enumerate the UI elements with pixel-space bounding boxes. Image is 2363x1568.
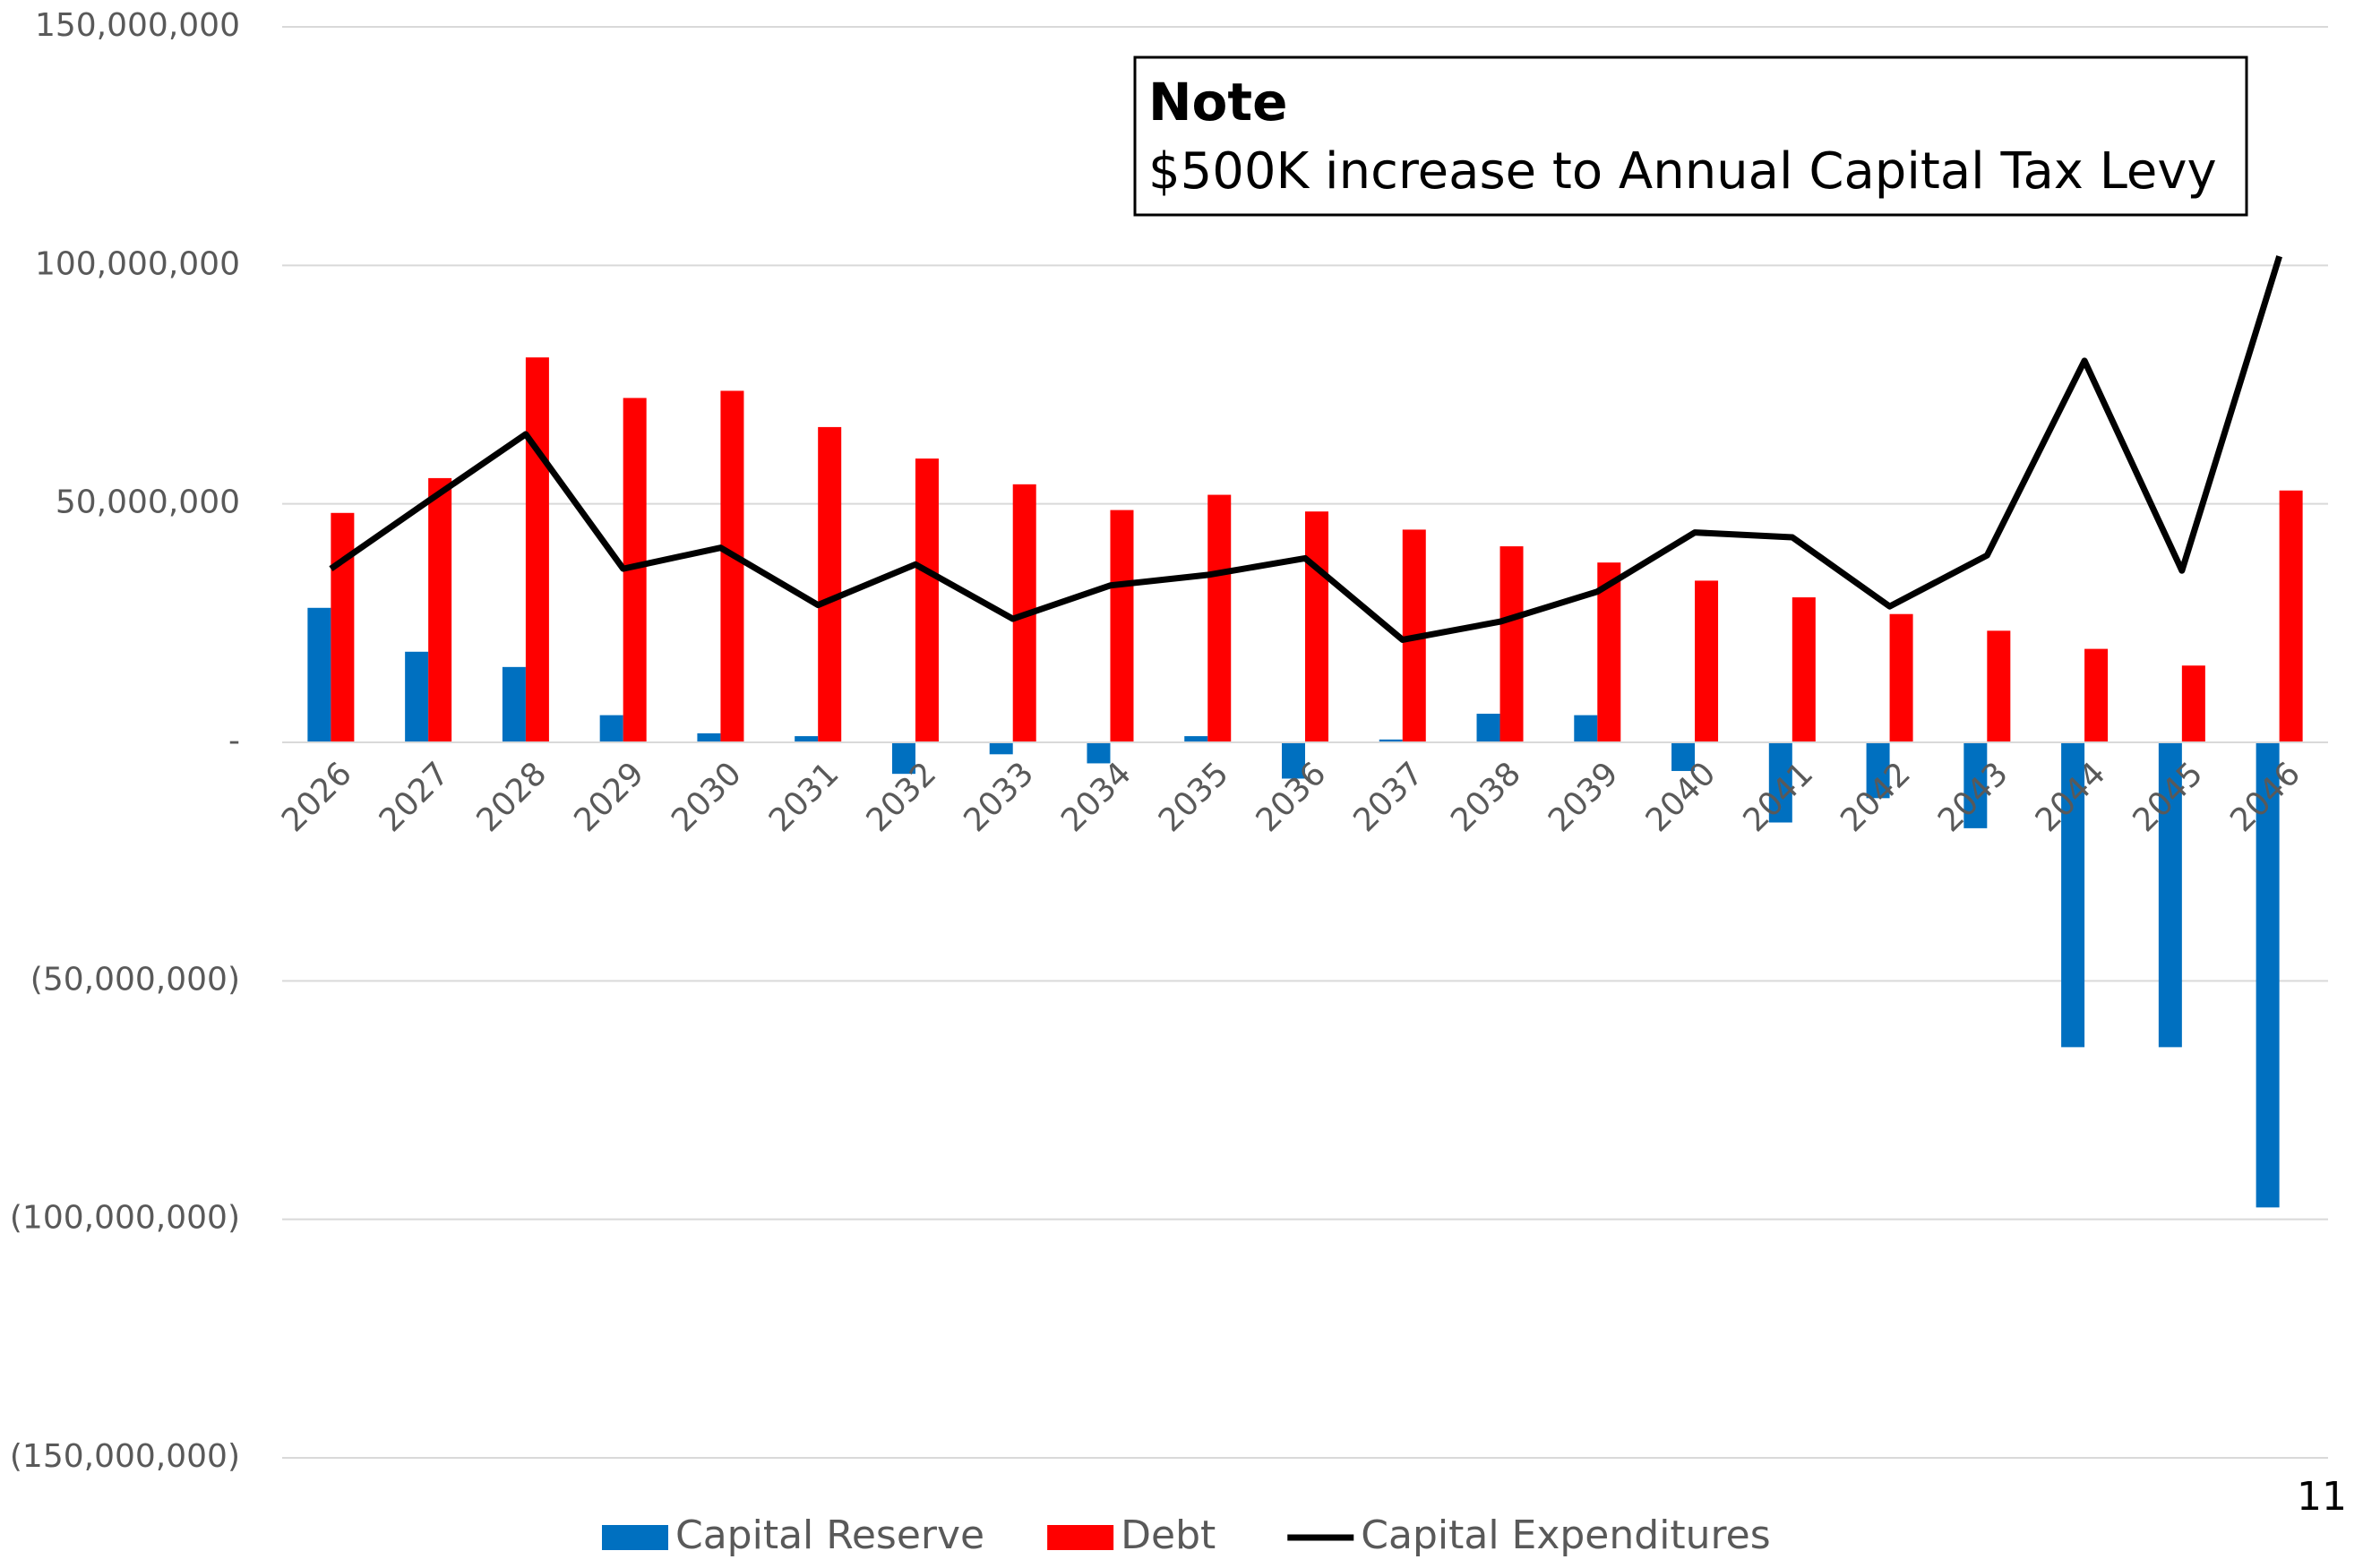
legend-label: Capital Reserve bbox=[675, 1512, 984, 1558]
bar bbox=[1695, 580, 1719, 742]
legend-swatch bbox=[602, 1525, 668, 1550]
note-text: $500K increase to Annual Capital Tax Lev… bbox=[1148, 142, 2217, 201]
y-tick-label: (150,000,000) bbox=[10, 1438, 240, 1475]
bar bbox=[1110, 510, 1134, 742]
bar bbox=[1087, 742, 1111, 764]
bar bbox=[2061, 742, 2085, 1048]
y-tick-label: 50,000,000 bbox=[56, 484, 240, 521]
bar bbox=[405, 651, 429, 742]
x-tick-label: 2035 bbox=[1152, 755, 1236, 839]
bar bbox=[502, 666, 526, 742]
bar bbox=[1768, 742, 1792, 823]
bar bbox=[1574, 715, 1598, 742]
bar bbox=[307, 607, 331, 742]
x-tick-label: 2027 bbox=[373, 755, 457, 839]
bar bbox=[2256, 742, 2280, 1208]
x-tick-label: 2034 bbox=[1054, 755, 1139, 839]
bar bbox=[1792, 597, 1816, 742]
bar bbox=[1282, 742, 1305, 779]
x-tick-label: 2031 bbox=[762, 755, 846, 839]
bar bbox=[1499, 546, 1524, 742]
bar bbox=[818, 426, 842, 742]
bar bbox=[1207, 494, 1232, 742]
bar bbox=[915, 458, 939, 742]
bar bbox=[1379, 739, 1403, 742]
legend-swatch bbox=[1047, 1525, 1114, 1550]
bar bbox=[697, 733, 721, 742]
x-tick-label: 2030 bbox=[665, 755, 749, 839]
y-tick-label: 150,000,000 bbox=[35, 7, 240, 44]
x-tick-label: 2038 bbox=[1444, 755, 1528, 839]
y-tick-label: - bbox=[228, 723, 240, 759]
legend-label: Capital Expenditures bbox=[1361, 1512, 1770, 1558]
bar bbox=[989, 742, 1013, 755]
bar bbox=[1889, 613, 1913, 742]
bar bbox=[331, 512, 355, 742]
line bbox=[329, 255, 2282, 643]
bar bbox=[525, 357, 549, 742]
plot: 150,000,000 100,000,000 50,000,000 - (50,000… bbox=[10, 7, 2328, 1558]
x-tick-label: 2026 bbox=[275, 755, 359, 839]
x-tick-label: 2033 bbox=[957, 755, 1041, 839]
bar bbox=[599, 715, 623, 742]
y-tick-label: 100,000,000 bbox=[35, 245, 240, 282]
note-title: Note bbox=[1148, 72, 1287, 133]
bar bbox=[720, 390, 744, 742]
bar bbox=[1184, 736, 1208, 742]
bar bbox=[2158, 742, 2182, 1048]
bar bbox=[1987, 630, 2011, 742]
bar bbox=[2084, 648, 2109, 742]
x-tick-label: 2029 bbox=[567, 755, 651, 839]
bar bbox=[891, 742, 915, 775]
y-tick-label: (100,000,000) bbox=[10, 1200, 240, 1237]
page-number: 11 bbox=[2297, 1474, 2347, 1520]
bar bbox=[2279, 490, 2303, 742]
x-tick-label: 2028 bbox=[470, 755, 554, 839]
bar bbox=[1671, 742, 1696, 771]
x-tick-label: 2039 bbox=[1542, 755, 1626, 839]
legend-label: Debt bbox=[1121, 1512, 1216, 1558]
bar bbox=[795, 736, 819, 742]
bar bbox=[428, 477, 452, 742]
y-tick-label: (50,000,000) bbox=[30, 961, 240, 998]
bar bbox=[1476, 714, 1500, 742]
bar bbox=[1963, 742, 1988, 828]
x-tick-label: 2037 bbox=[1346, 755, 1431, 839]
bar bbox=[1866, 742, 1890, 799]
bar bbox=[2181, 665, 2205, 742]
note-box bbox=[1133, 56, 2248, 217]
bar bbox=[1305, 511, 1328, 742]
